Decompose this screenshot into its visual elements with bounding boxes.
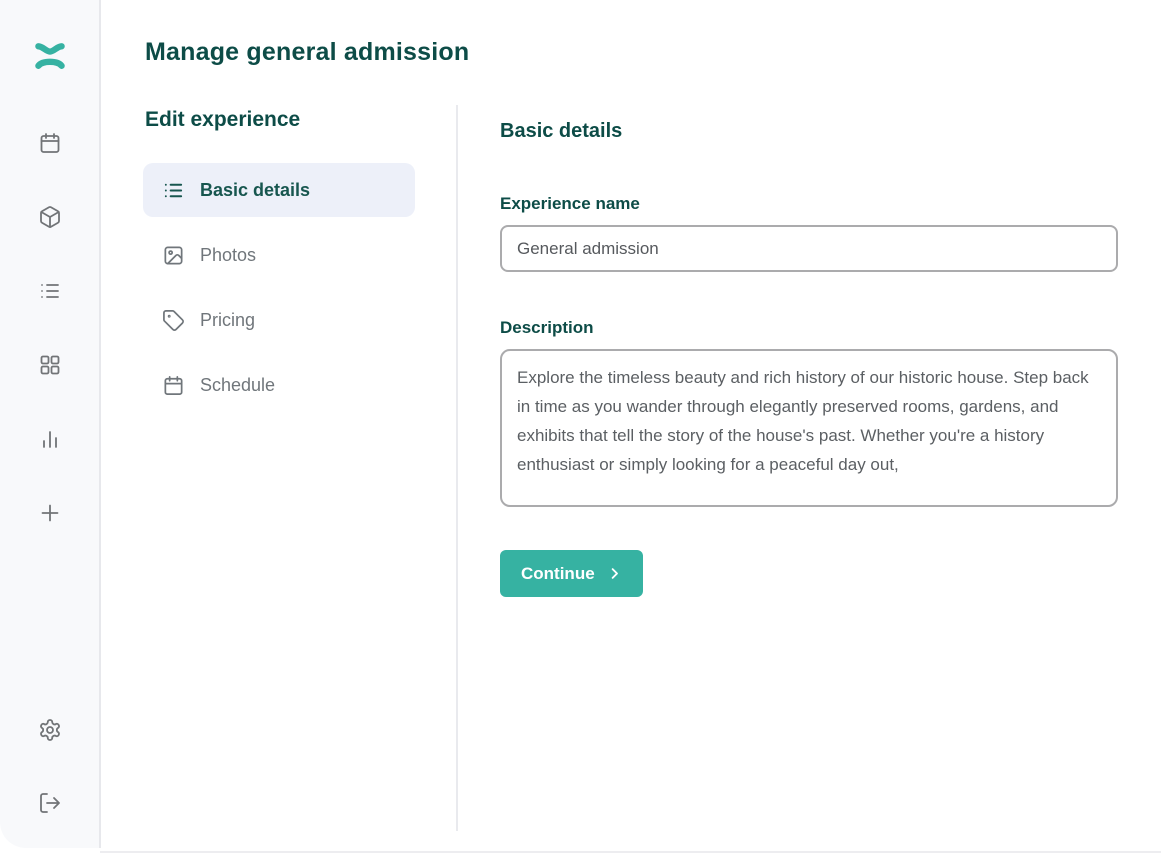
sidebar: [0, 0, 101, 848]
sidebar-item-analytics[interactable]: [37, 426, 63, 452]
brand-logo-icon: [34, 43, 65, 70]
gear-icon: [39, 719, 60, 741]
edit-experience-nav: Basic details Photos Pricing: [143, 163, 415, 412]
tab-label: Schedule: [200, 374, 276, 395]
sidebar-item-products[interactable]: [37, 204, 63, 230]
sidebar-item-add[interactable]: [37, 500, 63, 526]
bar-chart-icon: [42, 431, 57, 448]
sidebar-item-grid[interactable]: [37, 352, 63, 378]
plus-icon: [41, 504, 58, 522]
calendar-icon: [162, 374, 185, 397]
calendar-icon: [40, 133, 59, 153]
sidebar-nav: [37, 130, 63, 526]
vertical-divider: [456, 105, 458, 831]
experience-name-input[interactable]: [500, 225, 1118, 272]
description-textarea[interactable]: Explore the timeless beauty and rich his…: [500, 349, 1118, 507]
sidebar-bottom: [37, 717, 63, 816]
list-icon: [162, 179, 185, 202]
grid-icon: [40, 355, 59, 375]
chevron-right-icon: [611, 568, 618, 579]
tab-schedule[interactable]: Schedule: [143, 358, 415, 412]
continue-button[interactable]: Continue: [500, 550, 643, 597]
brand-logo[interactable]: [31, 42, 69, 70]
edit-experience-title: Edit experience: [145, 108, 301, 131]
description-label: Description: [500, 318, 594, 337]
content-bottom-border: [100, 851, 1161, 853]
tab-photos[interactable]: Photos: [143, 228, 415, 282]
tab-label: Photos: [200, 244, 257, 265]
basic-details-title: Basic details: [500, 120, 623, 142]
package-icon: [39, 206, 60, 228]
sidebar-item-settings[interactable]: [37, 717, 63, 743]
image-icon: [162, 244, 185, 267]
tab-pricing[interactable]: Pricing: [143, 293, 415, 347]
tag-icon: [162, 309, 185, 332]
continue-label: Continue: [521, 563, 595, 583]
sidebar-item-calendar[interactable]: [37, 130, 63, 156]
experience-name-label: Experience name: [500, 194, 640, 213]
tab-label: Basic details: [200, 179, 311, 200]
list-icon: [40, 284, 59, 298]
logout-icon: [39, 793, 60, 813]
tab-label: Pricing: [200, 309, 256, 330]
sidebar-item-list[interactable]: [37, 278, 63, 304]
page-title: Manage general admission: [145, 38, 470, 66]
sidebar-item-logout[interactable]: [37, 790, 63, 816]
tab-basic-details[interactable]: Basic details: [143, 163, 415, 217]
